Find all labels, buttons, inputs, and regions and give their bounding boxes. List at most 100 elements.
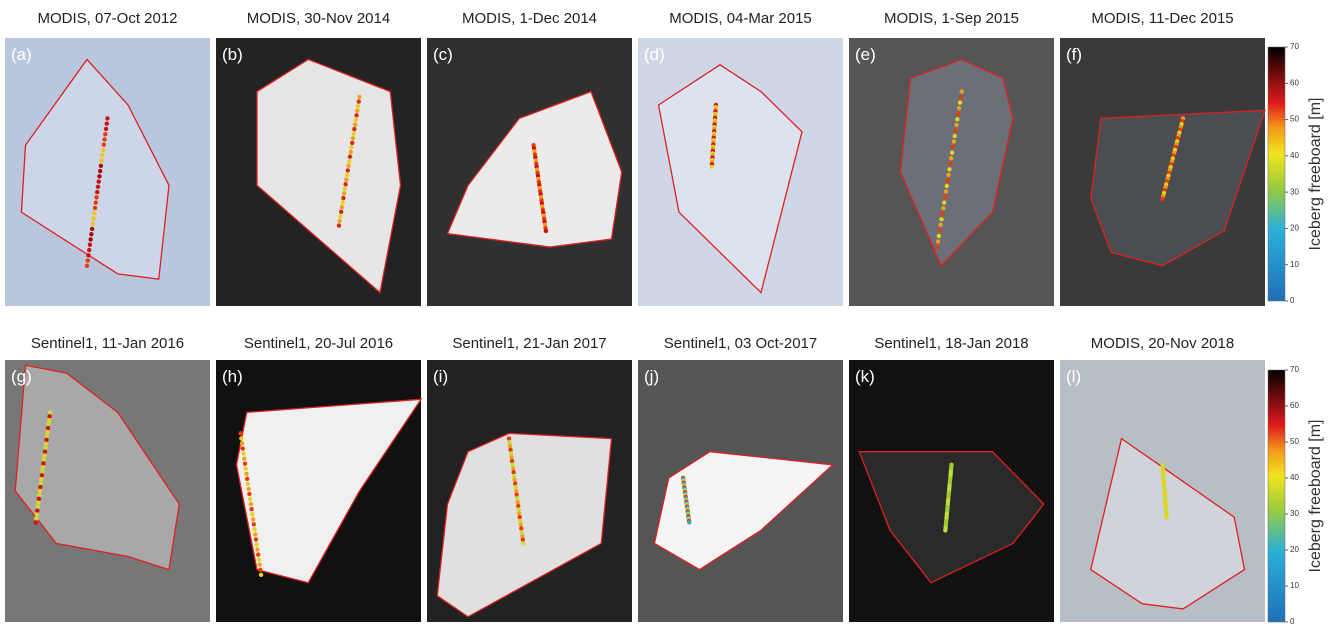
colorbar-tick-label: 10 bbox=[1290, 260, 1299, 269]
panel: MODIS, 11-Dec 2015 (f) bbox=[1060, 10, 1266, 306]
colorbar-tick-label: 60 bbox=[1290, 78, 1299, 87]
track-point bbox=[35, 508, 40, 513]
panel-title: MODIS, 20-Nov 2018 bbox=[1091, 335, 1234, 352]
panel-title: Sentinel1, 18-Jan 2018 bbox=[874, 335, 1028, 352]
track-point bbox=[958, 94, 964, 100]
track-point bbox=[517, 515, 522, 520]
track-point bbox=[238, 431, 243, 436]
track-point bbox=[347, 159, 352, 164]
track-point bbox=[40, 465, 46, 470]
panel-title: Sentinel1, 21-Jan 2017 bbox=[452, 335, 606, 352]
colorbar-tick-label: 70 bbox=[1290, 365, 1299, 374]
track-point bbox=[343, 182, 348, 187]
track-point bbox=[35, 504, 40, 509]
colorbar-tick-label: 20 bbox=[1290, 224, 1299, 233]
track-point bbox=[99, 158, 104, 163]
track-point bbox=[96, 179, 101, 184]
track-point bbox=[92, 205, 98, 211]
track-point bbox=[240, 446, 245, 451]
colorbar-tick-label: 0 bbox=[1290, 296, 1295, 305]
track-point bbox=[242, 461, 248, 466]
iceberg bbox=[1090, 110, 1265, 266]
track-point bbox=[709, 164, 714, 169]
track-point bbox=[249, 506, 254, 512]
track-point bbox=[84, 263, 90, 268]
panel-title: MODIS, 30-Nov 2014 bbox=[247, 10, 390, 27]
track-point bbox=[37, 492, 42, 498]
panel: MODIS, 07-Oct 2012 (a) bbox=[5, 10, 210, 306]
track-point bbox=[43, 445, 48, 450]
track-point bbox=[509, 458, 515, 464]
track-point bbox=[45, 429, 50, 435]
track-point bbox=[95, 189, 100, 195]
colorbar bbox=[1267, 46, 1286, 302]
track-point bbox=[954, 122, 959, 128]
track-point bbox=[520, 537, 526, 542]
track-point bbox=[44, 437, 49, 443]
track-point bbox=[519, 526, 524, 531]
track-point bbox=[346, 163, 351, 169]
panel-title: MODIS, 1-Dec 2014 bbox=[462, 10, 597, 27]
track-point bbox=[257, 562, 262, 567]
track-point bbox=[515, 500, 520, 505]
track-point bbox=[514, 492, 519, 497]
track-point bbox=[34, 516, 39, 521]
track-point bbox=[517, 511, 522, 516]
track-point bbox=[354, 113, 359, 118]
track-point bbox=[950, 144, 956, 150]
track-point bbox=[243, 466, 248, 471]
track-point bbox=[38, 480, 44, 486]
track-point bbox=[937, 228, 942, 233]
track-point bbox=[957, 100, 963, 105]
panel: Sentinel1, 18-Jan 2018 (k) bbox=[849, 335, 1054, 622]
track-point bbox=[513, 485, 518, 490]
track-point bbox=[85, 258, 90, 263]
track-point bbox=[509, 455, 514, 460]
colorbar-tick-label: 50 bbox=[1290, 437, 1299, 446]
panel-label: (d) bbox=[644, 45, 665, 64]
track-point bbox=[352, 122, 358, 127]
track-point bbox=[338, 209, 344, 215]
track-point bbox=[945, 178, 950, 183]
panel-label: (k) bbox=[855, 367, 875, 386]
track-point bbox=[254, 542, 259, 547]
iceberg bbox=[15, 365, 180, 570]
track-point bbox=[516, 503, 521, 509]
track-point bbox=[47, 414, 52, 419]
track-point bbox=[337, 218, 342, 224]
colorbar-tick-label: 70 bbox=[1290, 42, 1299, 51]
track-point bbox=[255, 547, 260, 552]
panel: MODIS, 04-Mar 2015 (d) bbox=[638, 10, 843, 306]
track-point bbox=[341, 195, 346, 201]
track-point bbox=[344, 177, 349, 182]
track-point bbox=[934, 244, 940, 250]
track-point bbox=[947, 167, 952, 172]
track-point bbox=[352, 126, 357, 132]
track-point bbox=[348, 149, 353, 155]
track-point bbox=[97, 168, 103, 174]
track-point bbox=[519, 529, 525, 535]
track-point bbox=[939, 217, 944, 222]
track-point bbox=[241, 451, 246, 456]
track-point bbox=[512, 477, 517, 482]
colorbar-tick-label: 40 bbox=[1290, 151, 1299, 160]
iceberg bbox=[859, 451, 1044, 583]
track-point bbox=[244, 471, 249, 476]
track-point bbox=[42, 453, 47, 458]
track-point bbox=[101, 142, 107, 147]
colorbar-tick-label: 0 bbox=[1290, 617, 1295, 626]
track-point bbox=[239, 441, 245, 446]
track-point bbox=[37, 488, 43, 494]
panel-label: (i) bbox=[433, 367, 448, 386]
panel-label: (h) bbox=[222, 367, 243, 386]
panel-title: Sentinel1, 20-Jul 2016 bbox=[244, 335, 393, 352]
panel-label: (j) bbox=[644, 367, 659, 386]
track-point bbox=[250, 517, 256, 522]
track-point bbox=[36, 496, 42, 502]
track-point bbox=[248, 501, 254, 507]
iceberg bbox=[437, 433, 612, 617]
track-point bbox=[95, 184, 101, 190]
track-point bbox=[543, 228, 549, 234]
track-point bbox=[350, 136, 356, 141]
track-point bbox=[340, 200, 345, 205]
